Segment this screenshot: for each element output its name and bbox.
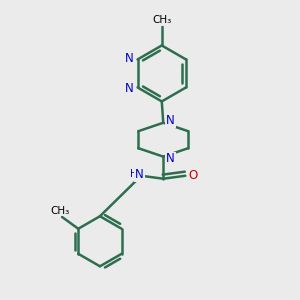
Text: H: H — [130, 169, 137, 179]
Text: CH₃: CH₃ — [152, 15, 171, 25]
Text: N: N — [166, 152, 175, 166]
Text: N: N — [125, 52, 134, 65]
Text: N: N — [166, 114, 175, 127]
Text: N: N — [125, 82, 134, 95]
Text: O: O — [188, 169, 198, 182]
Text: CH₃: CH₃ — [50, 206, 69, 215]
Text: N: N — [135, 168, 144, 181]
